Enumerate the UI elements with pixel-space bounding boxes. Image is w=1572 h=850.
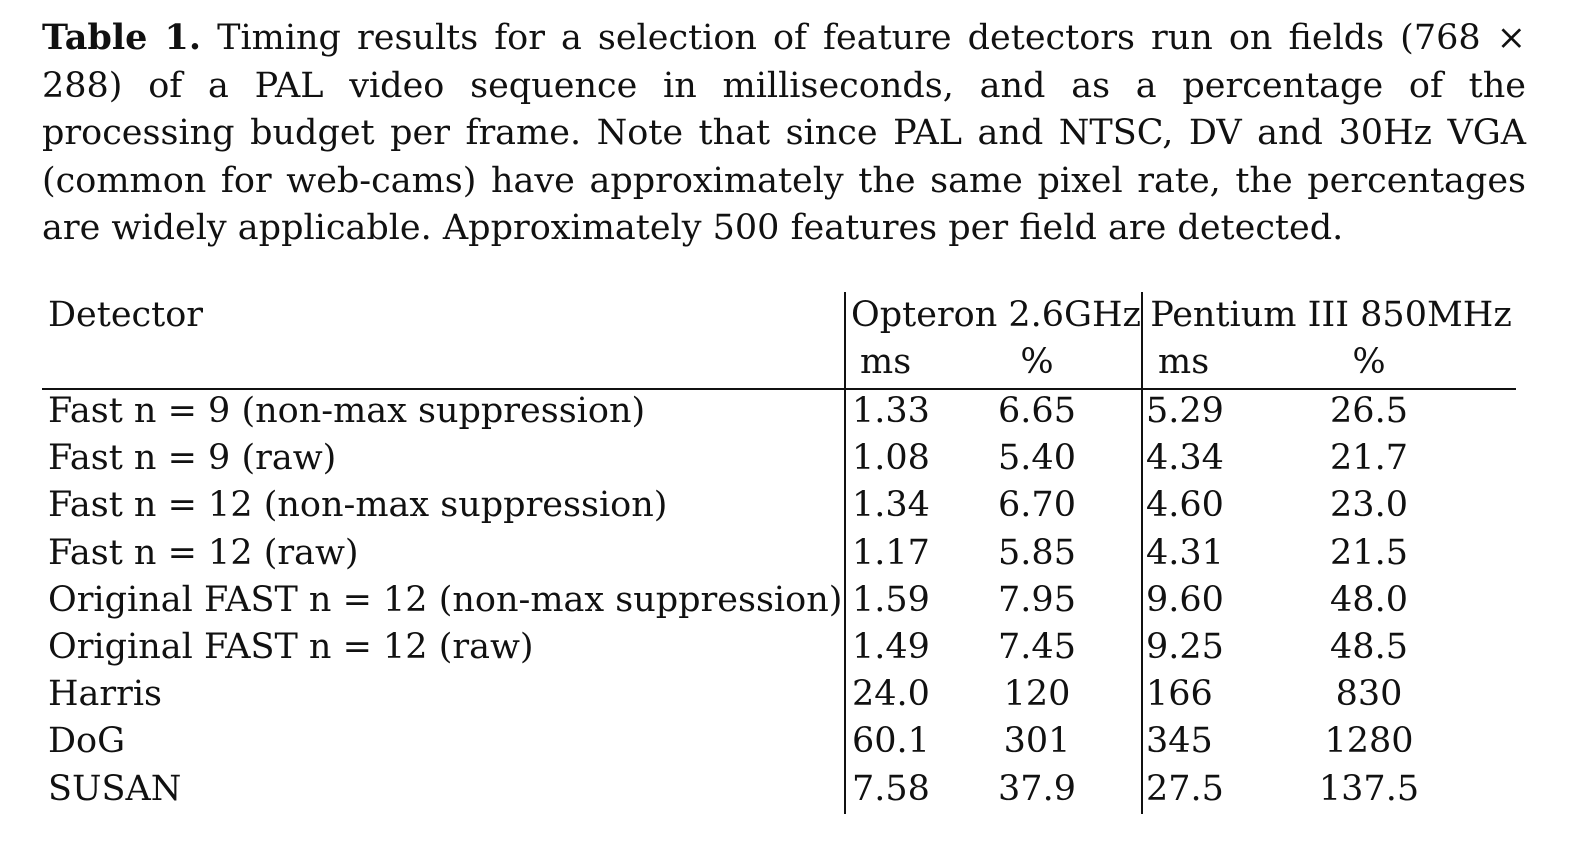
pentium-pct-cell: 21.5 [1330,532,1408,573]
caption-label: Table 1. [42,17,202,58]
header-pentium: Pentium III 850MHz [1150,295,1512,335]
detector-cell: Fast n = 12 (non-max suppression) [48,485,668,526]
table-caption: Table 1. Timing results for a selection … [42,14,1526,253]
opteron-pct-cell: 6.70 [998,485,1076,526]
opteron-ms-cell: 1.49 [852,627,930,667]
table-row: Harris 24.0 120 166 830 [42,671,1516,718]
header-opteron-ms: ms [860,342,912,382]
header-pentium-ms: ms [1158,342,1210,382]
pentium-pct-cell: 830 [1335,674,1403,715]
opteron-ms-cell: 1.33 [852,391,930,431]
detector-cell: Original FAST n = 12 (raw) [48,627,534,667]
detector-cell: Harris [48,674,163,715]
detector-cell: Fast n = 9 (raw) [48,438,337,479]
opteron-pct-cell: 5.40 [998,438,1076,479]
pentium-pct-cell: 26.5 [1330,391,1408,431]
pentium-ms-cell: 4.60 [1146,485,1224,526]
detector-cell: DoG [48,721,126,762]
pentium-pct-cell: 21.7 [1330,438,1408,479]
table-row: Original FAST n = 12 (raw) 1.49 7.45 9.25 48… [42,624,1516,671]
header-rule [42,388,1516,390]
opteron-ms-cell: 60.1 [852,721,930,762]
table-row: SUSAN 7.58 37.9 27.5 137.5 [42,766,1516,813]
opteron-pct-cell: 7.45 [998,627,1076,667]
caption-text: Timing results for a selection of featur… [42,18,1526,248]
header-pentium-pct: % [1352,342,1386,382]
pentium-pct-cell: 23.0 [1330,485,1408,526]
pentium-ms-cell: 4.34 [1146,438,1224,479]
header-opteron: Opteron 2.6GHz [851,295,1141,335]
opteron-pct-cell: 37.9 [998,768,1076,809]
table-row: Fast n = 12 (non-max suppression) 1.34 6.7… [42,482,1516,529]
pentium-ms-cell: 9.25 [1146,627,1224,667]
pentium-ms-cell: 166 [1146,674,1213,715]
table-row: Fast n = 9 (non-max suppression) 1.33 6.65… [42,388,1516,435]
detector-cell: Fast n = 9 (non-max suppression) [48,391,646,431]
pentium-ms-cell: 4.31 [1146,532,1224,573]
pentium-pct-cell: 137.5 [1318,768,1420,809]
pentium-pct-cell: 1280 [1324,721,1414,762]
detector-cell: SUSAN [48,768,182,809]
opteron-pct-cell: 6.65 [998,391,1076,431]
opteron-pct-cell: 301 [1003,721,1071,762]
opteron-ms-cell: 1.59 [852,579,930,620]
pentium-ms-cell: 9.60 [1146,579,1224,620]
opteron-ms-cell: 24.0 [852,674,930,715]
timing-table: Detector Opteron 2.6GHz Pentium III 850M… [42,292,1516,814]
pentium-pct-cell: 48.5 [1330,627,1408,667]
opteron-ms-cell: 1.08 [852,438,930,479]
column-divider-opteron [844,292,846,814]
pentium-ms-cell: 27.5 [1146,768,1224,809]
table-row: Fast n = 9 (raw) 1.08 5.40 4.34 21.7 [42,435,1516,482]
opteron-pct-cell: 5.85 [998,532,1076,573]
opteron-ms-cell: 1.34 [852,485,930,526]
column-divider-pentium [1141,292,1143,814]
table-row: Fast n = 12 (raw) 1.17 5.85 4.31 21.5 [42,530,1516,577]
opteron-pct-cell: 7.95 [998,579,1076,620]
header-opteron-pct: % [1020,342,1054,382]
detector-cell: Fast n = 12 (raw) [48,532,359,573]
pentium-ms-cell: 5.29 [1146,391,1224,431]
detector-cell: Original FAST n = 12 (non-max suppressio… [48,579,843,620]
table-row: DoG 60.1 301 345 1280 [42,718,1516,765]
opteron-ms-cell: 1.17 [852,532,930,573]
opteron-ms-cell: 7.58 [852,768,930,809]
pentium-ms-cell: 345 [1146,721,1213,762]
table-row: Original FAST n = 12 (non-max suppressio… [42,577,1516,624]
opteron-pct-cell: 120 [1003,674,1071,715]
pentium-pct-cell: 48.0 [1330,579,1408,620]
header-detector: Detector [48,295,204,335]
